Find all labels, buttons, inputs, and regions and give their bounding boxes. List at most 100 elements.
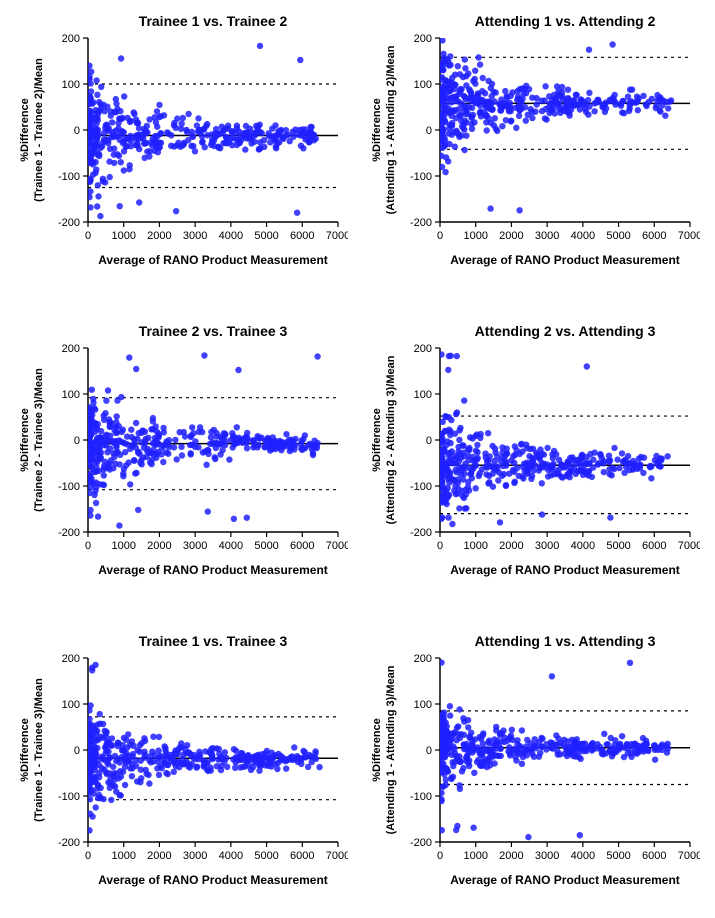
x-tick-label: 7000 <box>678 540 700 552</box>
x-tick-label: 3000 <box>183 540 207 552</box>
scatter-points <box>438 351 671 527</box>
chart-title: Attending 2 vs. Attending 3 <box>475 323 656 339</box>
y-tick-label: 100 <box>414 79 432 91</box>
y-tick-label: 200 <box>414 33 432 45</box>
x-axis-label: Average of RANO Product Measurement <box>98 253 328 267</box>
x-tick-label: 5000 <box>606 230 630 242</box>
x-tick-label: 2000 <box>499 540 523 552</box>
bland-altman-chart: Trainee 1 vs. Trainee 2%Difference(Train… <box>18 10 348 270</box>
scatter-points <box>86 352 321 529</box>
x-axis-label: Average of RANO Product Measurement <box>98 873 328 887</box>
x-tick-label: 2000 <box>147 540 171 552</box>
x-axis-label: Average of RANO Product Measurement <box>450 873 680 887</box>
x-tick-label: 7000 <box>326 850 348 862</box>
x-tick-label: 6000 <box>290 230 314 242</box>
chart-title: Attending 1 vs. Attending 2 <box>475 13 656 29</box>
y-tick-label: 200 <box>62 653 80 665</box>
x-tick-label: 5000 <box>254 230 278 242</box>
y-axis-label-bottom: (Trainee 1 - Trainee 2)/Mean <box>33 58 45 202</box>
y-tick-label: -200 <box>410 527 432 539</box>
x-tick-label: 5000 <box>254 850 278 862</box>
x-tick-label: 4000 <box>571 850 595 862</box>
x-tick-label: 0 <box>437 230 443 242</box>
y-tick-label: 100 <box>62 699 80 711</box>
y-tick-label: 200 <box>414 343 432 355</box>
chart-title: Attending 1 vs. Attending 3 <box>475 633 656 649</box>
y-tick-label: 0 <box>426 745 432 757</box>
x-tick-label: 3000 <box>183 230 207 242</box>
x-tick-label: 6000 <box>642 850 666 862</box>
x-tick-label: 2000 <box>147 230 171 242</box>
y-tick-label: -200 <box>58 527 80 539</box>
x-tick-label: 2000 <box>499 230 523 242</box>
y-tick-label: 0 <box>74 745 80 757</box>
x-tick-label: 1000 <box>463 540 487 552</box>
x-tick-label: 6000 <box>290 850 314 862</box>
y-tick-label: 0 <box>74 435 80 447</box>
y-tick-label: 100 <box>414 699 432 711</box>
y-axis-label-top: %Difference <box>19 408 31 472</box>
x-tick-label: 7000 <box>326 540 348 552</box>
x-tick-label: 4000 <box>571 230 595 242</box>
x-tick-label: 0 <box>437 850 443 862</box>
y-tick-label: -200 <box>58 217 80 229</box>
y-tick-label: 0 <box>426 125 432 137</box>
x-axis-label: Average of RANO Product Measurement <box>98 563 328 577</box>
chart-title: Trainee 1 vs. Trainee 2 <box>139 13 288 29</box>
bland-altman-chart: Attending 2 vs. Attending 3 %Difference(A… <box>370 320 700 580</box>
x-tick-label: 5000 <box>254 540 278 552</box>
y-tick-label: -100 <box>410 791 432 803</box>
y-axis-label-bottom: (Attending 1 - Attending 3)/Mean <box>385 665 397 834</box>
x-tick-label: 0 <box>85 850 91 862</box>
x-tick-label: 1000 <box>111 230 135 242</box>
x-tick-label: 3000 <box>183 850 207 862</box>
bland-altman-chart: Attending 1 vs. Attending 3 %Difference(A… <box>370 630 700 890</box>
scatter-points <box>438 37 674 213</box>
page-root: Trainee 1 vs. Trainee 2%Difference(Train… <box>0 0 715 918</box>
x-tick-label: 3000 <box>535 540 559 552</box>
y-tick-label: 200 <box>414 653 432 665</box>
y-tick-label: -200 <box>410 837 432 849</box>
x-axis-label: Average of RANO Product Measurement <box>450 563 680 577</box>
x-tick-label: 6000 <box>642 540 666 552</box>
y-axis-label-top: %Difference <box>371 408 383 472</box>
y-tick-label: 200 <box>62 343 80 355</box>
y-axis-label-top: %Difference <box>371 98 383 162</box>
x-tick-label: 1000 <box>463 230 487 242</box>
y-axis-label-bottom: (Trainee 2 - Trainee 3)/Mean <box>33 368 45 512</box>
y-axis-label-top: %Difference <box>371 718 383 782</box>
y-axis-label-bottom: (Attending 1 - Attending 2)/Mean <box>385 45 397 214</box>
x-tick-label: 4000 <box>219 540 243 552</box>
x-tick-label: 3000 <box>535 850 559 862</box>
x-tick-label: 4000 <box>219 230 243 242</box>
x-tick-label: 0 <box>85 540 91 552</box>
y-tick-label: 200 <box>62 33 80 45</box>
y-axis-label-bottom: (Attending 2 - Attending 3)/Mean <box>385 355 397 524</box>
chart-title: Trainee 1 vs. Trainee 3 <box>139 633 288 649</box>
y-tick-label: -100 <box>58 481 80 493</box>
y-tick-label: 0 <box>426 435 432 447</box>
x-tick-label: 6000 <box>642 230 666 242</box>
y-tick-label: -100 <box>410 171 432 183</box>
x-tick-label: 1000 <box>111 540 135 552</box>
x-axis-label: Average of RANO Product Measurement <box>450 253 680 267</box>
scatter-points <box>86 662 323 834</box>
x-tick-label: 7000 <box>678 850 700 862</box>
x-tick-label: 1000 <box>111 850 135 862</box>
x-tick-label: 1000 <box>463 850 487 862</box>
chart-title: Trainee 2 vs. Trainee 3 <box>139 323 288 339</box>
x-tick-label: 5000 <box>606 850 630 862</box>
x-tick-label: 7000 <box>678 230 700 242</box>
scatter-points <box>438 659 671 840</box>
x-tick-label: 7000 <box>326 230 348 242</box>
y-tick-label: -200 <box>58 837 80 849</box>
x-tick-label: 0 <box>437 540 443 552</box>
x-tick-label: 4000 <box>571 540 595 552</box>
y-tick-label: 100 <box>414 389 432 401</box>
y-axis-label-top: %Difference <box>19 718 31 782</box>
y-tick-label: -100 <box>58 791 80 803</box>
x-tick-label: 5000 <box>606 540 630 552</box>
bland-altman-chart: Trainee 2 vs. Trainee 3 %Difference(Train… <box>18 320 348 580</box>
y-tick-label: -100 <box>58 171 80 183</box>
y-tick-label: 0 <box>74 125 80 137</box>
